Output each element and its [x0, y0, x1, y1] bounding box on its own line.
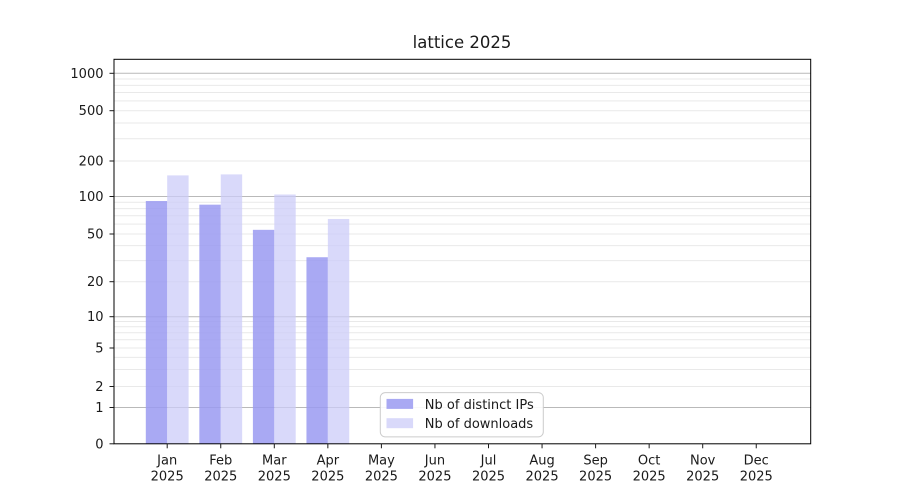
y-tick-label: 20 — [87, 275, 104, 290]
x-tick-label-year: 2025 — [151, 470, 184, 485]
x-tick-label-month: Mar — [262, 454, 287, 469]
x-tick-label-year: 2025 — [472, 470, 505, 485]
y-tick-label: 0 — [95, 437, 103, 452]
x-tick-label-month: Aug — [529, 454, 554, 469]
bar-distinct-ips-feb — [199, 204, 221, 444]
y-tick-label: 50 — [87, 228, 104, 243]
x-tick-label-month: Jun — [424, 454, 445, 469]
x-axis: Jan2025Feb2025Mar2025Apr2025May2025Jun20… — [151, 443, 773, 485]
legend-label-distinct-ips: Nb of distinct IPs — [425, 398, 534, 413]
x-tick-label-year: 2025 — [740, 470, 773, 485]
y-tick-label: 200 — [79, 155, 104, 170]
legend-swatch-distinct-ips — [386, 398, 414, 409]
x-tick-label-year: 2025 — [418, 470, 451, 485]
bar-downloads-apr — [327, 218, 350, 444]
legend-label-downloads: Nb of downloads — [425, 417, 534, 432]
y-tick-label: 1 — [95, 401, 103, 416]
y-axis: 0 1 2 5 10 20 50 100 200 500 1000 — [70, 67, 114, 452]
y-tick-label: 500 — [79, 104, 104, 119]
bar-distinct-ips-mar — [252, 229, 275, 444]
x-tick-label-month: Sep — [583, 454, 608, 469]
x-tick-label-month: Nov — [690, 454, 716, 469]
bar-series-group — [145, 174, 350, 444]
x-tick-label-month: Oct — [638, 454, 660, 469]
x-tick-label-year: 2025 — [311, 470, 344, 485]
x-tick-label-month: Jan — [156, 454, 177, 469]
x-tick-label-year: 2025 — [365, 470, 398, 485]
legend: Nb of distinct IPs Nb of downloads — [379, 392, 544, 438]
x-tick-label-month: Apr — [317, 454, 340, 469]
y-tick-label: 1000 — [70, 67, 103, 82]
bar-downloads-jan — [167, 175, 189, 444]
x-tick-label-year: 2025 — [204, 470, 237, 485]
x-tick-label-month: Feb — [209, 454, 232, 469]
plot-frame — [113, 58, 812, 445]
bar-downloads-feb — [220, 174, 243, 444]
chart-title: lattice 2025 — [413, 33, 512, 52]
x-tick-label-month: Jul — [480, 454, 497, 469]
x-tick-label-year: 2025 — [579, 470, 612, 485]
legend-box — [379, 392, 544, 438]
y-tick-label: 2 — [95, 380, 103, 395]
y-tick-label: 5 — [95, 342, 103, 357]
y-tick-label: 100 — [79, 190, 104, 205]
x-tick-label-year: 2025 — [258, 470, 291, 485]
x-tick-label-year: 2025 — [686, 470, 719, 485]
x-tick-label-month: Dec — [744, 454, 769, 469]
bar-distinct-ips-apr — [306, 257, 328, 444]
bar-downloads-mar — [274, 194, 296, 444]
x-tick-label-month: May — [368, 454, 395, 469]
bar-distinct-ips-jan — [145, 201, 168, 444]
x-tick-label-year: 2025 — [633, 470, 666, 485]
y-tick-label: 10 — [87, 310, 104, 325]
legend-swatch-downloads — [386, 418, 414, 429]
x-tick-label-year: 2025 — [526, 470, 559, 485]
